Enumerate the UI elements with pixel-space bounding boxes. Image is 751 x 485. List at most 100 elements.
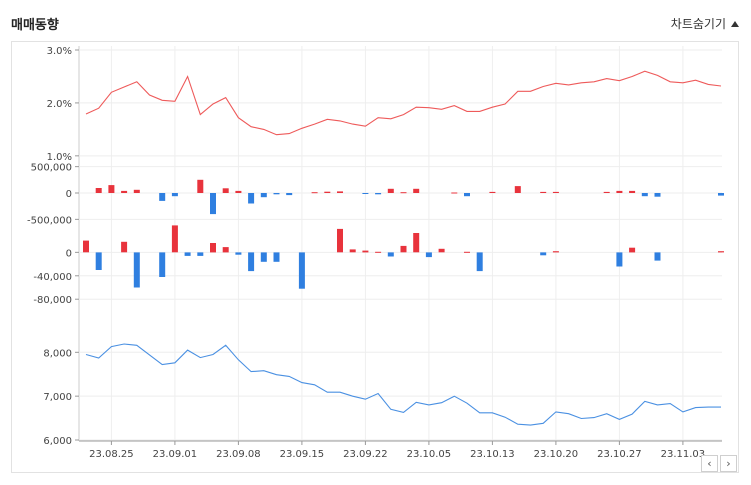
lower-bar — [718, 251, 724, 253]
lower-bar — [95, 252, 102, 270]
y-tick-label: 0 — [66, 189, 72, 200]
x-tick-label: 23.10.27 — [597, 449, 642, 460]
lower-bar — [464, 251, 470, 253]
upper-bar — [616, 190, 623, 193]
lower-bar — [362, 250, 369, 253]
lower-bar — [248, 252, 255, 272]
lower-bar — [184, 252, 191, 256]
lower-bar — [425, 252, 432, 258]
y-tick-label: -500,000 — [27, 215, 72, 226]
upper-bar — [540, 191, 547, 193]
upper-bar — [514, 186, 521, 193]
lower-bar — [273, 252, 280, 262]
upper-bar — [451, 192, 458, 194]
upper-bar — [718, 193, 724, 196]
lower-bar — [298, 252, 305, 289]
upper-bar — [654, 193, 661, 197]
y-tick-label: -40,000 — [33, 272, 72, 283]
hide-chart-toggle[interactable]: 차트숨기기 — [671, 15, 739, 32]
x-tick-label: 23.10.05 — [407, 449, 452, 460]
y-tick-label: 3.0% — [47, 46, 72, 57]
lower-bar — [476, 252, 483, 272]
y-tick-label: 7,000 — [43, 392, 72, 403]
upper-bar — [222, 188, 229, 193]
lower-bar — [133, 252, 140, 288]
upper-bar — [400, 192, 407, 194]
y-tick-label: 2.0% — [47, 99, 72, 110]
x-tick-label: 23.09.15 — [280, 449, 325, 460]
lower-bar — [197, 252, 204, 256]
upper-bar — [464, 193, 470, 197]
lower-bar — [260, 252, 267, 262]
next-page-button[interactable]: › — [720, 455, 737, 472]
chart-frame — [11, 41, 739, 473]
upper-bar — [159, 193, 166, 201]
y-tick-label: 500,000 — [31, 163, 72, 174]
lower-bar — [629, 247, 636, 253]
y-tick-label: -80,000 — [33, 295, 72, 306]
upper-bar — [387, 188, 394, 193]
upper-bar — [324, 191, 331, 193]
lower-bar — [159, 252, 166, 277]
lower-bar — [400, 245, 407, 253]
lower-bar — [121, 241, 128, 253]
lower-bar — [387, 252, 394, 257]
upper-bar — [133, 189, 140, 193]
upper-bar — [197, 179, 204, 193]
x-tick-label: 23.11.03 — [661, 449, 706, 460]
lower-bar — [349, 249, 356, 253]
upper-bar — [641, 193, 648, 197]
lower-bar — [222, 247, 229, 253]
upper-bar — [171, 193, 178, 197]
upper-bar — [552, 191, 559, 193]
lower-bar — [83, 240, 89, 253]
lower-bar — [337, 228, 343, 253]
upper-bar — [121, 190, 128, 193]
lower-bar — [171, 225, 178, 253]
lower-bar — [438, 248, 445, 253]
x-tick-label: 23.10.13 — [470, 449, 515, 460]
upper-bar — [260, 193, 267, 198]
upper-bar — [95, 188, 102, 193]
x-tick-label: 23.08.25 — [89, 449, 134, 460]
upper-bar — [273, 193, 280, 195]
upper-bar — [603, 191, 610, 193]
upper-bar — [413, 188, 420, 193]
upper-bar — [489, 191, 496, 193]
y-tick-label: 8,000 — [43, 348, 72, 359]
lower-bar — [235, 252, 242, 255]
upper-bar — [286, 193, 293, 196]
chevron-left-icon: ‹ — [707, 457, 712, 470]
hide-chart-label: 차트숨기기 — [670, 17, 726, 31]
chevron-right-icon: › — [726, 457, 731, 470]
x-tick-label: 23.09.08 — [216, 449, 261, 460]
upper-bar — [248, 193, 255, 204]
section-title: 매매동향 — [11, 18, 59, 33]
y-tick-label: 6,000 — [43, 436, 72, 447]
upper-bar — [375, 193, 382, 195]
triangle-up-icon — [731, 20, 739, 27]
top-line-series — [85, 70, 722, 136]
x-tick-label: 23.09.01 — [153, 449, 198, 460]
y-tick-label: 1.0% — [47, 152, 72, 163]
upper-bar — [210, 193, 216, 215]
lower-bar — [540, 252, 547, 256]
lower-bar — [210, 243, 216, 253]
lower-bar — [654, 252, 661, 261]
lower-bar — [616, 252, 623, 267]
x-tick-label: 23.10.20 — [534, 449, 579, 460]
upper-bar — [108, 185, 115, 193]
upper-bar — [629, 190, 636, 193]
upper-bar — [337, 191, 343, 193]
lower-bar — [413, 233, 420, 253]
lower-bar — [375, 251, 382, 253]
bottom-line-series — [85, 343, 721, 426]
y-tick-label: 0 — [66, 248, 72, 259]
upper-bar — [362, 193, 369, 194]
lower-bar — [552, 251, 559, 253]
upper-bar — [235, 190, 242, 193]
prev-page-button[interactable]: ‹ — [701, 455, 718, 472]
upper-bar — [311, 192, 318, 194]
x-tick-label: 23.09.22 — [343, 449, 388, 460]
